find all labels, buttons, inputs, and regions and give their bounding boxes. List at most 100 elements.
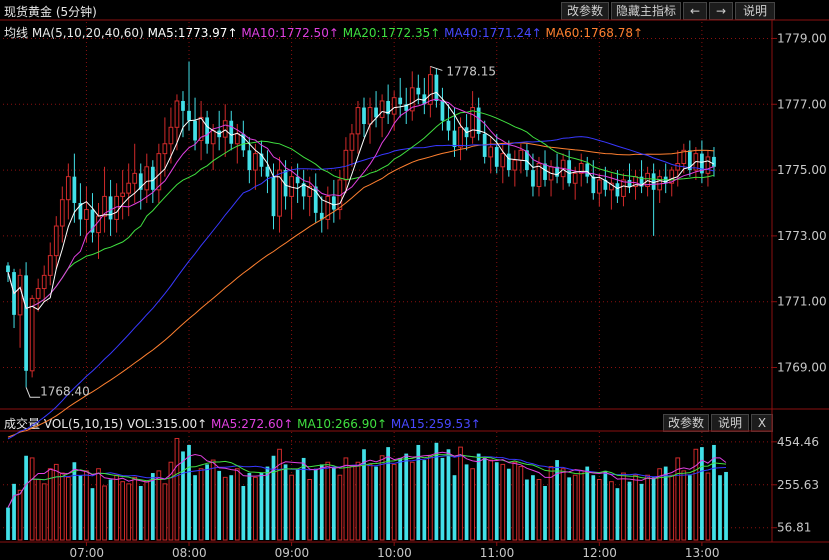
volume-bar-up bbox=[222, 476, 228, 541]
candle-body-down bbox=[506, 153, 511, 171]
candle-body-up bbox=[198, 116, 204, 141]
volume-bar-up bbox=[198, 468, 204, 541]
candle-body-down bbox=[205, 117, 209, 144]
volume-bar-up bbox=[391, 463, 397, 541]
candle-body-up bbox=[132, 172, 138, 184]
candle-body-up bbox=[35, 288, 41, 299]
candle-body-up bbox=[458, 126, 463, 148]
volume-bar-up bbox=[174, 437, 180, 541]
volume-bar-up bbox=[120, 481, 126, 541]
volume-bar-up bbox=[645, 474, 650, 541]
ma20-value: MA20:1772.35↑ bbox=[342, 26, 441, 40]
volume-bar-up bbox=[596, 479, 602, 541]
volume-bar-down bbox=[718, 475, 722, 540]
time-tick-label: 07:00 bbox=[69, 546, 104, 560]
candle-body-down bbox=[386, 100, 391, 115]
candle-body-down bbox=[90, 209, 95, 233]
volume-bar-down bbox=[591, 475, 596, 540]
volume-bar-down bbox=[331, 466, 336, 540]
volume-bar-down bbox=[193, 475, 197, 540]
volume-bar-up bbox=[132, 476, 138, 541]
candle-body-up bbox=[156, 153, 162, 191]
vol-ma5-line bbox=[7, 451, 727, 508]
volume-tick-label: 56.81 bbox=[777, 521, 811, 535]
price-tick-label: 1773.00 bbox=[777, 229, 827, 243]
price-tick-label: 1779.00 bbox=[777, 31, 827, 45]
candle-body-down bbox=[247, 150, 252, 171]
candle-body-up bbox=[325, 195, 331, 220]
candle-body-up bbox=[572, 172, 578, 184]
volume-tick-label: 255.63 bbox=[777, 478, 819, 492]
ma40-line bbox=[7, 136, 715, 440]
volume-help-button[interactable]: 说明 bbox=[711, 414, 749, 432]
volume-bar-up bbox=[253, 476, 258, 541]
candle-body-down bbox=[452, 130, 457, 148]
candle-body-down bbox=[687, 150, 692, 171]
high-annotation: 1778.15 bbox=[446, 64, 496, 78]
candle-body-down bbox=[181, 100, 185, 111]
volume-bar-up bbox=[59, 472, 65, 541]
candle-body-down bbox=[265, 166, 270, 177]
volume-bar-down bbox=[386, 447, 391, 540]
volume-bar-down bbox=[150, 473, 155, 540]
volume-bar-down bbox=[506, 468, 511, 540]
volume-legend: 成交量 VOL(5,10,15) VOL:315.00↑ MA5:272.60↑… bbox=[4, 415, 481, 432]
volume-bar-down bbox=[247, 473, 252, 540]
vol-ma10-value: MA10:266.90↑ bbox=[297, 417, 388, 431]
volume-bar-down bbox=[283, 464, 288, 540]
candle-body-up bbox=[512, 159, 518, 171]
candle-body-up bbox=[65, 176, 71, 201]
volume-bar-up bbox=[114, 474, 119, 541]
candle-body-up bbox=[657, 176, 663, 191]
candle-body-up bbox=[488, 146, 494, 158]
volume-bar-down bbox=[434, 442, 439, 540]
volume-bar-up bbox=[693, 448, 699, 541]
time-tick-label: 13:00 bbox=[685, 546, 720, 560]
candle-body-down bbox=[434, 74, 439, 101]
candle-body-down bbox=[531, 170, 535, 187]
volume-bar-down bbox=[313, 468, 318, 540]
ma20-line bbox=[7, 110, 715, 309]
price-tick-label: 1775.00 bbox=[777, 163, 827, 177]
candle-body-down bbox=[72, 176, 77, 203]
candle-body-up bbox=[428, 74, 433, 105]
volume-bar-down bbox=[464, 464, 469, 540]
volume-bar-up bbox=[162, 483, 168, 541]
volume-bar-up bbox=[705, 472, 711, 541]
candle-body-up bbox=[59, 199, 65, 227]
volume-bar-down bbox=[700, 447, 704, 540]
candle-body-down bbox=[700, 153, 704, 174]
candle-body-down bbox=[416, 87, 421, 95]
candle-body-up bbox=[210, 130, 216, 145]
time-tick-label: 12:00 bbox=[582, 546, 617, 560]
candle-body-up bbox=[470, 107, 475, 138]
volume-bar-down bbox=[6, 507, 10, 540]
volume-bar-down bbox=[452, 475, 457, 540]
price-tick-label: 1771.00 bbox=[777, 295, 827, 309]
volume-change-params-button[interactable]: 改参数 bbox=[663, 414, 709, 432]
vol-ma5-value: MA5:272.60↑ bbox=[211, 417, 294, 431]
volume-label: 成交量 bbox=[4, 417, 41, 431]
candle-body-down bbox=[187, 110, 191, 121]
volume-bar-down bbox=[476, 453, 481, 540]
candle-body-up bbox=[675, 162, 681, 171]
volume-bar-up bbox=[343, 457, 349, 541]
candle-body-down bbox=[476, 107, 481, 134]
price-tick-label: 1777.00 bbox=[777, 97, 827, 111]
low-pointer bbox=[25, 387, 41, 398]
volume-bar-up bbox=[572, 474, 578, 541]
volume-bar-down bbox=[482, 457, 487, 540]
volume-bar-down bbox=[687, 475, 692, 540]
volume-bar-up bbox=[512, 461, 518, 541]
volume-bar-up bbox=[96, 468, 101, 541]
volume-bar-down bbox=[295, 468, 300, 540]
candle-body-down bbox=[627, 179, 632, 187]
candle-body-down bbox=[398, 97, 403, 105]
volume-bar-down bbox=[362, 449, 366, 540]
vol-ma10-line bbox=[7, 453, 727, 508]
candle-body-down bbox=[271, 176, 276, 217]
ma60-line bbox=[7, 142, 715, 438]
volume-bar-down bbox=[187, 444, 191, 540]
candle-body-up bbox=[343, 149, 349, 181]
